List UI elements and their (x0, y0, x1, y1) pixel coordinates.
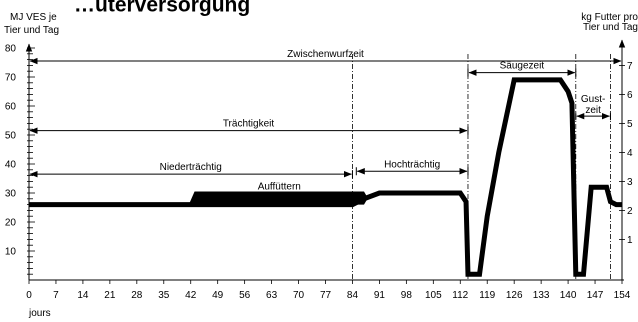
series-layer (29, 77, 622, 277)
x-tick-label: 98 (401, 290, 413, 301)
phase-label: zeit (585, 105, 601, 116)
y-left-label-line1: MJ VES je (10, 12, 57, 23)
x-tick-label: 112 (452, 290, 468, 301)
y-tick-label: 40 (5, 160, 17, 171)
x-tick-label: 56 (239, 290, 251, 301)
right-y-tick-label: 7 (627, 61, 633, 72)
x-tick-label: 105 (425, 290, 442, 301)
x-tick-label: 91 (374, 290, 386, 301)
auffuettern-band (188, 191, 368, 205)
x-tick-label: 133 (533, 290, 550, 301)
series-line (29, 77, 622, 277)
x-tick-label: 140 (560, 290, 577, 301)
y-tick-label: 70 (5, 73, 17, 84)
x-tick-label: 119 (479, 290, 495, 301)
x-axis-label: jours (28, 308, 51, 319)
x-tick-label: 70 (293, 290, 305, 301)
band-label: Auffüttern (258, 182, 301, 193)
x-tick-label: 147 (587, 290, 604, 301)
right-y-tick-label: 6 (627, 90, 633, 101)
phase-label: Zwischenwurfzeit (287, 49, 364, 60)
phase-label: Gust- (581, 94, 605, 105)
x-tick-label: 0 (26, 290, 32, 301)
x-tick-label: 49 (212, 290, 224, 301)
phase-annotations: Auffüttern Zwischenwurfzeit Trächtigkeit Ni… (28, 49, 623, 193)
y-tick-label: 20 (5, 218, 17, 229)
right-y-tick-label: 3 (627, 177, 633, 188)
x-tick-label: 42 (185, 290, 197, 301)
x-tick-label: 7 (53, 290, 59, 301)
phase-label: Trächtigkeit (223, 119, 275, 130)
x-tick-label: 14 (77, 290, 89, 301)
y-tick-label: 60 (5, 102, 17, 113)
y-tick-label: 30 (5, 189, 17, 200)
y-right-label-line1: kg Futter pro (581, 12, 638, 23)
x-tick-label: 77 (320, 290, 332, 301)
y-right-label-line2: Tier und Tag (583, 22, 638, 33)
x-tick-label: 63 (266, 290, 278, 301)
phase-label: Säugezeit (500, 61, 545, 72)
phase-label: Niederträchtig (160, 162, 222, 173)
axes (25, 39, 626, 284)
x-tick-label: 21 (104, 290, 116, 301)
x-tick-label: 154 (614, 290, 631, 301)
x-tick-label: 84 (347, 290, 359, 301)
right-y-tick-label: 5 (627, 119, 633, 130)
y-tick-label: 10 (5, 247, 17, 258)
phase-label: Hochträchtig (384, 159, 440, 170)
y-left-label-line2: Tier und Tag (4, 25, 59, 36)
right-y-tick-label: 2 (627, 206, 633, 217)
x-tick-label: 28 (131, 290, 143, 301)
right-y-tick-label: 1 (627, 235, 633, 246)
x-tick-label: 35 (158, 290, 170, 301)
y-tick-label: 50 (5, 131, 17, 142)
chart-title: …uterversorgung (74, 0, 250, 17)
y-tick-label: 80 (5, 44, 17, 55)
x-tick-label: 126 (506, 290, 523, 301)
right-y-tick-label: 4 (627, 148, 633, 159)
